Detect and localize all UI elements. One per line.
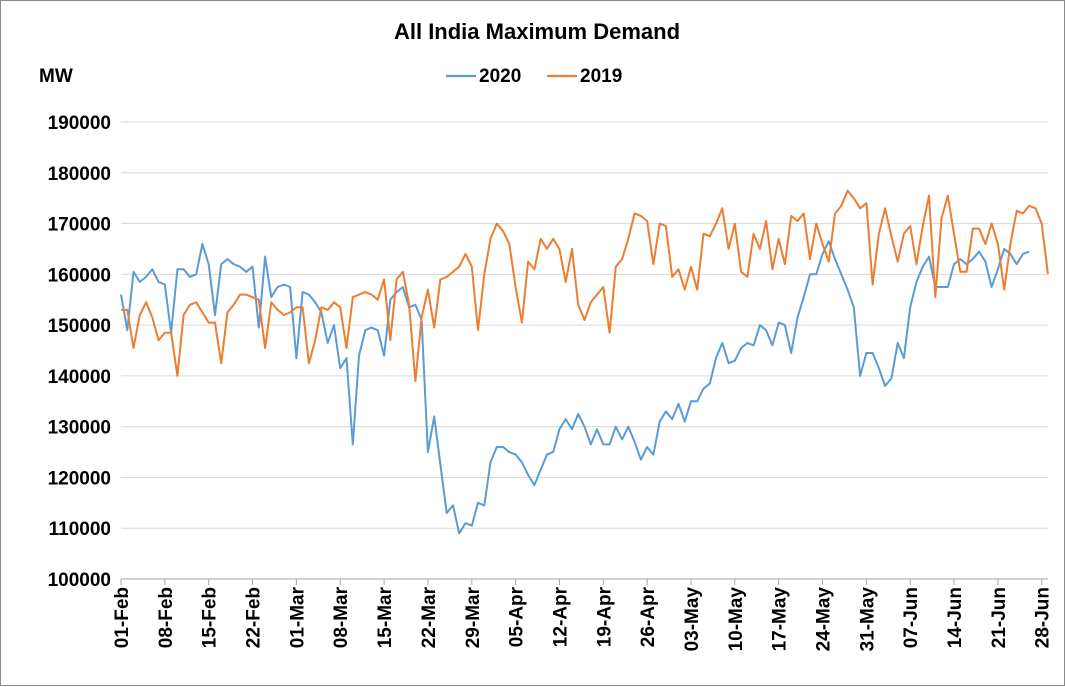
y-tick-label: 190000 bbox=[48, 113, 111, 134]
x-tick-label: 22-Mar bbox=[419, 586, 440, 648]
x-tick-label: 01-Feb bbox=[112, 587, 133, 648]
y-axis-ticks: 100000 110000 120000 130000 140000 150000 1600… bbox=[48, 113, 111, 591]
x-tick-label: 08-Feb bbox=[156, 587, 177, 648]
x-tick-label: 29-Mar bbox=[463, 586, 484, 648]
chart-title: All India Maximum Demand bbox=[394, 19, 680, 44]
y-tick-label: 140000 bbox=[48, 367, 111, 388]
y-axis-unit-label: MW bbox=[39, 66, 73, 87]
x-tick-label: 10-May bbox=[726, 587, 747, 652]
x-tick-label: 22-Feb bbox=[244, 587, 265, 648]
y-tick-label: 130000 bbox=[48, 418, 111, 439]
x-tick-label: 12-Apr bbox=[550, 586, 571, 647]
series-line-2019 bbox=[121, 189, 1049, 382]
x-tick-label: 31-May bbox=[857, 587, 878, 652]
y-tick-label: 150000 bbox=[48, 316, 111, 337]
series-line-2020 bbox=[120, 240, 1030, 535]
x-tick-label: 07-Jun bbox=[901, 587, 922, 648]
y-tick-label: 100000 bbox=[48, 570, 111, 591]
x-tick-label: 15-Mar bbox=[375, 586, 396, 648]
x-tick-label: 01-Mar bbox=[287, 586, 308, 648]
x-tick-label: 26-Apr bbox=[638, 586, 659, 647]
series-layer bbox=[120, 189, 1049, 535]
x-tick-label: 28-Jun bbox=[1033, 587, 1054, 648]
x-tick-label: 05-Apr bbox=[507, 586, 528, 647]
x-axis bbox=[120, 578, 1048, 585]
y-tick-label: 110000 bbox=[49, 519, 111, 540]
y-tick-label: 160000 bbox=[48, 265, 111, 286]
x-tick-label: 03-May bbox=[682, 587, 703, 652]
x-tick-label: 19-Apr bbox=[594, 586, 615, 647]
y-tick-label: 180000 bbox=[48, 164, 111, 185]
legend-label-2020: 2020 bbox=[479, 66, 521, 87]
x-tick-label: 15-Feb bbox=[200, 587, 221, 648]
legend-item-2019: 2019 bbox=[547, 66, 622, 87]
x-tick-label: 17-May bbox=[770, 587, 791, 652]
legend-label-2019: 2019 bbox=[580, 66, 622, 87]
legend-item-2020: 2020 bbox=[446, 66, 521, 87]
y-tick-label: 170000 bbox=[48, 215, 111, 236]
y-tick-label: 120000 bbox=[48, 468, 111, 489]
x-tick-label: 24-May bbox=[814, 587, 835, 652]
x-tick-label: 08-Mar bbox=[331, 586, 352, 648]
legend: 2020 2019 bbox=[446, 66, 622, 87]
x-axis-ticks: 01-Feb 08-Feb 15-Feb 22-Feb 01-Mar 08-Mar 15-M… bbox=[112, 586, 1054, 651]
x-tick-label: 14-Jun bbox=[945, 587, 966, 648]
x-tick-label: 21-Jun bbox=[989, 587, 1010, 648]
